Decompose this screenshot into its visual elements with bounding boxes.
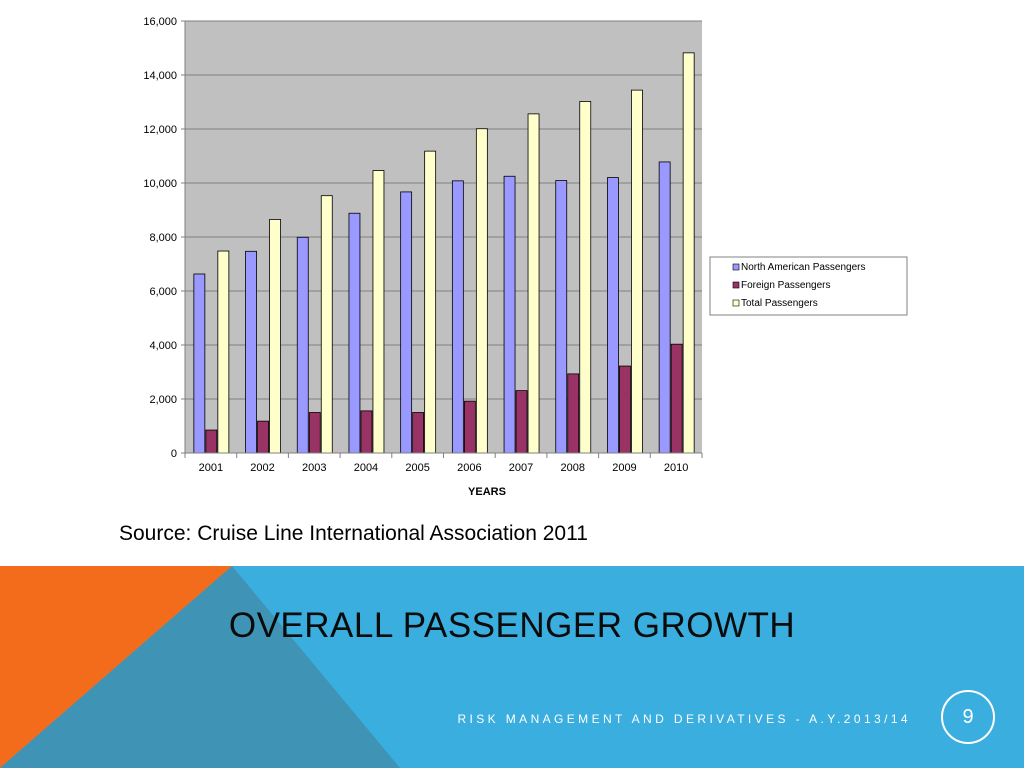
y-tick-label: 12,000	[143, 124, 177, 136]
x-tick-label: 2008	[561, 462, 585, 474]
bar-total-2006	[475, 128, 488, 454]
bar-foreign-2005	[412, 412, 425, 454]
y-tick-label: 10,000	[143, 178, 177, 190]
bar-foreign-2004	[360, 410, 373, 454]
bar-north-american-2010	[658, 161, 671, 454]
bar-total-2007	[527, 113, 540, 454]
y-tick-label: 16,000	[143, 16, 177, 28]
page-number: 9	[962, 705, 974, 728]
y-tick-label: 8,000	[149, 232, 177, 244]
x-tick-label: 2003	[302, 462, 326, 474]
x-tick-label: 2002	[250, 462, 274, 474]
bar-total-2001	[217, 250, 230, 454]
bar-north-american-2009	[607, 177, 619, 454]
y-tick-label: 2,000	[149, 394, 177, 406]
bar-foreign-2008	[567, 373, 580, 454]
bar-foreign-2007	[515, 390, 528, 454]
x-tick-label: 2004	[354, 462, 378, 474]
y-tick-label: 6,000	[149, 286, 177, 298]
bar-foreign-2003	[308, 412, 321, 454]
bar-total-2008	[579, 101, 592, 454]
y-tick-label: 4,000	[149, 340, 177, 352]
page-number-badge: 9	[941, 690, 995, 744]
x-tick-label: 2010	[664, 462, 688, 474]
band-background	[0, 566, 1024, 768]
legend-label-north-american: North American Passengers	[741, 262, 866, 273]
source-caption: Source: Cruise Line International Associ…	[119, 522, 588, 545]
legend-swatch-north-american	[732, 263, 740, 271]
x-tick-label: 2007	[509, 462, 533, 474]
title-band	[0, 566, 1024, 768]
slide-title: OVERALL PASSENGER GROWTH	[228, 606, 796, 645]
bar-north-american-2001	[193, 273, 206, 454]
bar-north-american-2004	[348, 212, 361, 454]
bar-north-american-2008	[555, 180, 568, 454]
bar-total-2009	[631, 89, 643, 454]
x-tick-label: 2005	[405, 462, 429, 474]
legend-label-foreign: Foreign Passengers	[741, 280, 831, 291]
bar-total-2003	[320, 195, 333, 454]
bar-foreign-2002	[257, 420, 269, 454]
passenger-chart: 0 2,000 4,000 6,000 8,000 10,000 12,000 14,000 1…	[143, 16, 908, 498]
legend-swatch-total	[732, 299, 740, 307]
x-tick-label: 2001	[199, 462, 223, 474]
legend: North American Passengers Foreign Passen…	[709, 256, 908, 316]
x-tick-label: 2006	[457, 462, 481, 474]
band-dark-triangle	[0, 566, 400, 768]
bar-north-american-2005	[400, 191, 413, 454]
y-tick-label: 14,000	[143, 70, 177, 82]
bar-foreign-2009	[619, 365, 631, 454]
bar-total-2005	[424, 150, 437, 454]
bar-total-2010	[682, 52, 695, 454]
bar-foreign-2001	[205, 429, 218, 454]
bar-north-american-2003	[296, 236, 309, 454]
footer-text: RISK MANAGEMENT AND DERIVATIVES - A.Y.20…	[457, 712, 911, 726]
legend-swatch-foreign	[732, 281, 740, 289]
bar-north-american-2006	[451, 180, 464, 454]
x-axis-title: YEARS	[468, 486, 506, 498]
legend-label-total: Total Passengers	[741, 298, 818, 309]
bar-foreign-2006	[463, 400, 476, 454]
x-tick-label: 2009	[612, 462, 636, 474]
bar-total-2004	[372, 170, 385, 454]
bar-foreign-2010	[670, 343, 683, 454]
y-tick-label: 0	[171, 448, 177, 460]
bar-north-american-2002	[245, 250, 257, 454]
legend-box	[709, 256, 908, 316]
bar-total-2002	[269, 219, 281, 454]
bar-north-american-2007	[503, 175, 516, 454]
